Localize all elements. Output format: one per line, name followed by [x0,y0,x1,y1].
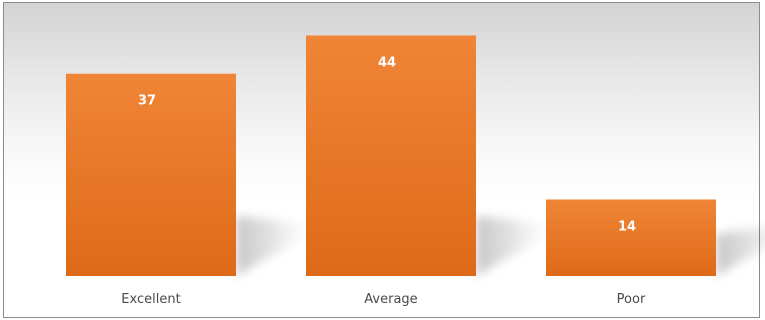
category-label-poor: Poor [617,292,646,307]
category-label-average: Average [364,292,417,307]
bars-group [66,35,716,276]
bar-average [306,35,476,276]
bar-shadows [236,216,765,276]
bar-shadow-poor [716,226,765,276]
category-label-excellent: Excellent [121,292,180,307]
data-labels-group: 37 44 14 [138,55,636,234]
bar-poor [546,199,716,276]
bar-shadow-average [476,216,546,276]
bar-excellent [66,73,236,276]
data-label-poor: 14 [618,219,636,234]
data-label-average: 44 [378,55,396,70]
category-labels-group: Excellent Average Poor [121,292,646,307]
bar-shadow-excellent [236,216,306,276]
data-label-excellent: 37 [138,94,156,109]
